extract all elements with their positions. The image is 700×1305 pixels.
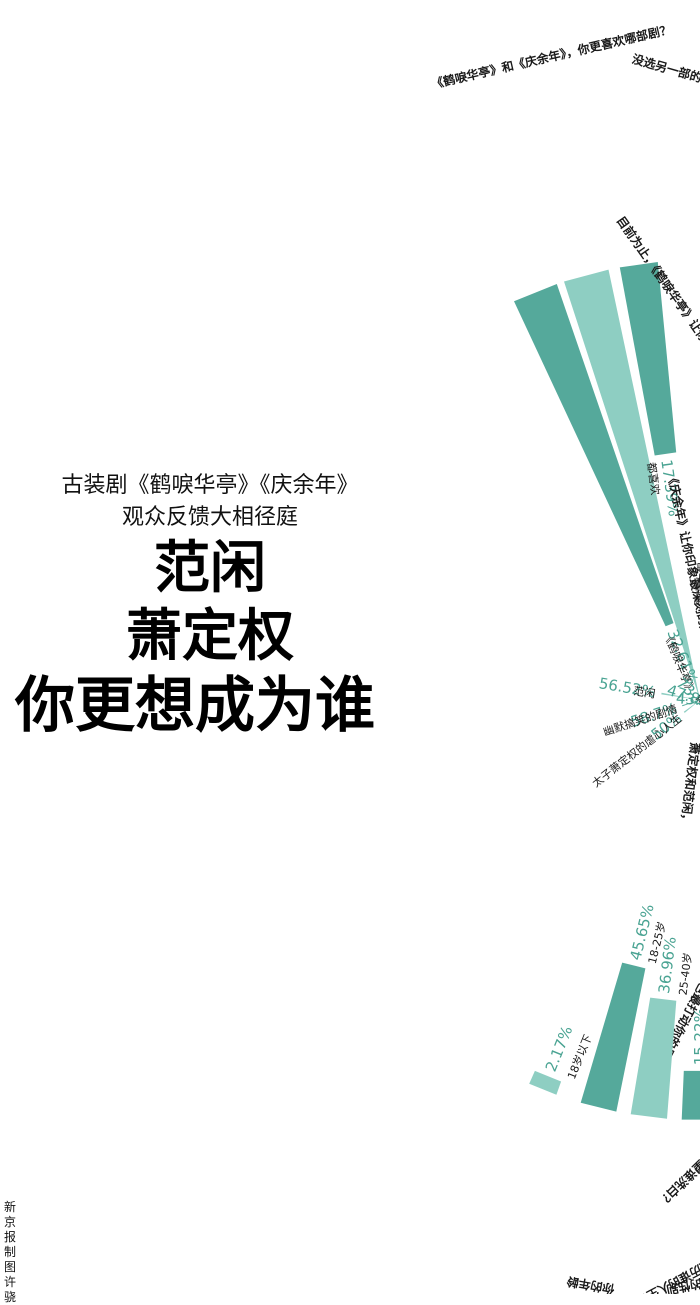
cat-label-9-1: 25-40岁 bbox=[676, 952, 695, 996]
chart-title-4: 萧定权和范闲， bbox=[678, 742, 700, 827]
headline-line-1: 古装剧《鹤唳华亭》《庆余年》 bbox=[40, 470, 380, 502]
bar-9-3 bbox=[529, 1071, 561, 1095]
bar-9-1 bbox=[631, 998, 677, 1119]
chart-title-1: 没选另一部的原因是？ bbox=[630, 51, 700, 98]
headline-question: 你更想成为谁 bbox=[5, 676, 385, 736]
chart-title-6: 你希望谁洗白？ bbox=[655, 1140, 700, 1210]
chart-title-9: 你的年龄 bbox=[565, 1274, 617, 1294]
headline-line-2: 观众反馈大相径庭 bbox=[40, 502, 380, 534]
headline-fanxian: 范闲 bbox=[60, 540, 360, 596]
bar-9-0 bbox=[682, 1071, 700, 1120]
headline-xiaodingquan: 萧定权 bbox=[60, 608, 360, 664]
pct-label-9-0: 15.22% bbox=[691, 1008, 700, 1065]
credit-text: 新京报制图 许骁 bbox=[4, 1200, 18, 1305]
